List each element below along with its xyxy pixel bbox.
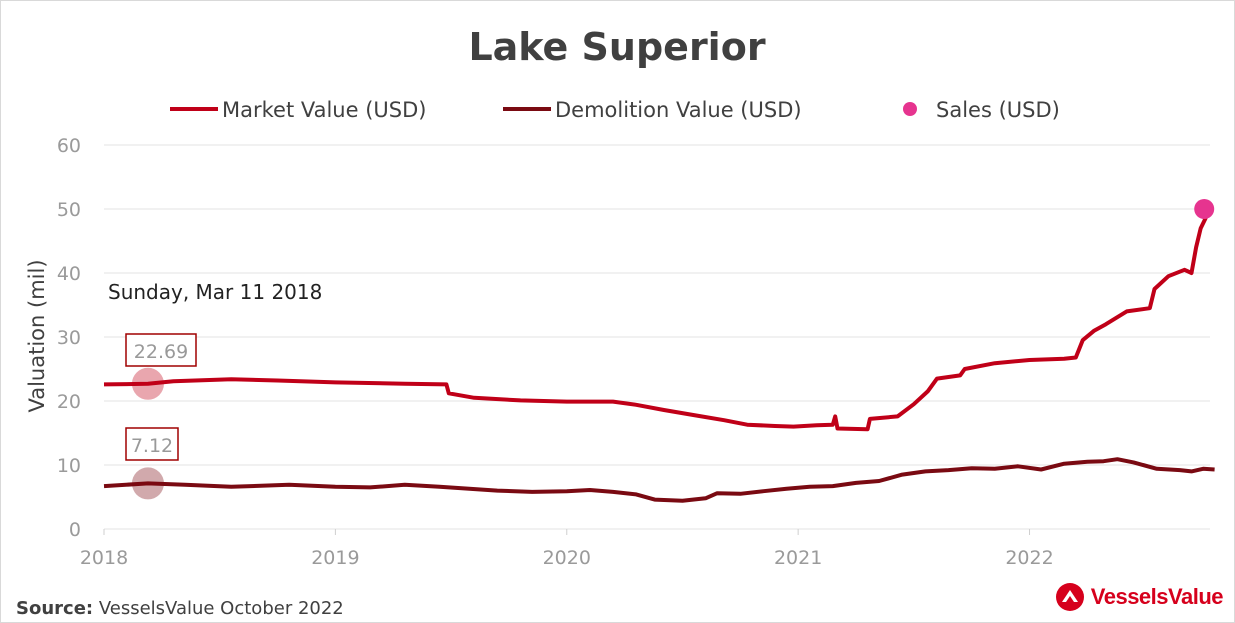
x-tick-label: 2022 bbox=[1005, 547, 1053, 569]
y-axis-label: Valuation (mil) bbox=[25, 259, 49, 412]
legend-label-demolition[interactable]: Demolition Value (USD) bbox=[555, 98, 802, 122]
legend-swatch-sales bbox=[903, 102, 917, 116]
hover-demolition-marker bbox=[131, 467, 164, 500]
market-value-line bbox=[103, 205, 1212, 432]
chart-title: Lake Superior bbox=[468, 25, 765, 69]
legend-label-sales[interactable]: Sales (USD) bbox=[936, 98, 1060, 122]
hover-tooltip: Sunday, Mar 11 2018 22.69 7.12 bbox=[108, 280, 322, 500]
hover-market-marker bbox=[131, 367, 164, 400]
y-tick-label: 30 bbox=[57, 327, 81, 349]
legend-label-market[interactable]: Market Value (USD) bbox=[222, 98, 426, 122]
source-note: Source: VesselsValue October 2022 bbox=[16, 598, 344, 619]
source-text: VesselsValue October 2022 bbox=[93, 598, 344, 619]
series-layer bbox=[103, 199, 1215, 503]
x-tick-label: 2021 bbox=[774, 547, 822, 569]
demolition-value-line bbox=[103, 457, 1215, 503]
x-tick-label: 2020 bbox=[543, 547, 591, 569]
y-tick-label: 20 bbox=[57, 391, 81, 413]
x-tick-label: 2018 bbox=[80, 547, 128, 569]
brand-text: VesselsValue bbox=[1090, 584, 1224, 609]
y-tick-label: 60 bbox=[57, 135, 81, 157]
legend[interactable]: Market Value (USD) Demolition Value (USD… bbox=[170, 98, 1060, 122]
gridlines bbox=[104, 144, 1210, 530]
hover-date-label: Sunday, Mar 11 2018 bbox=[108, 280, 322, 304]
y-axis-ticks: 0 10 20 30 40 50 60 bbox=[57, 135, 81, 541]
hover-market-value: 22.69 bbox=[134, 341, 188, 363]
y-tick-label: 10 bbox=[57, 455, 81, 477]
y-tick-label: 40 bbox=[57, 263, 81, 285]
x-tick-label: 2019 bbox=[311, 547, 359, 569]
hover-demolition-value: 7.12 bbox=[131, 435, 173, 457]
hover-market-value-box bbox=[125, 333, 197, 367]
source-label: Source: bbox=[16, 598, 94, 619]
hover-demolition-value-box bbox=[125, 427, 179, 461]
brand-logo: VesselsValue bbox=[1055, 582, 1224, 612]
y-tick-label: 50 bbox=[57, 199, 81, 221]
vesselsvalue-logo-icon bbox=[1055, 583, 1084, 611]
y-tick-label: 0 bbox=[69, 519, 81, 541]
x-axis-ticks: 2018 2019 2020 2021 2022 bbox=[80, 529, 1054, 569]
sales-point[interactable] bbox=[1194, 199, 1215, 219]
